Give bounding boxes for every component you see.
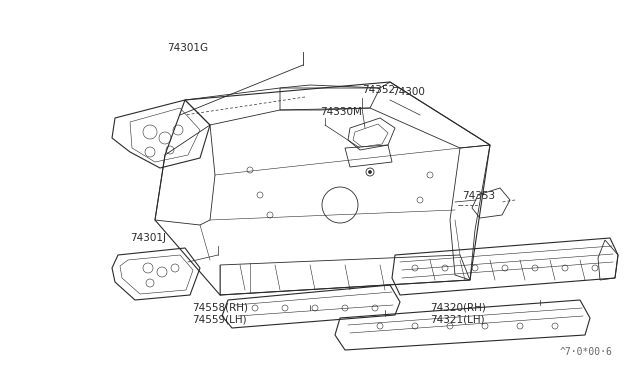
Text: 74301J: 74301J <box>130 233 166 243</box>
Text: 74321(LH): 74321(LH) <box>430 315 484 325</box>
Text: 74301G: 74301G <box>167 43 208 53</box>
Text: 74300: 74300 <box>392 87 425 97</box>
Text: 74320(RH): 74320(RH) <box>430 302 486 312</box>
Circle shape <box>369 170 371 173</box>
Text: 74559(LH): 74559(LH) <box>192 315 246 325</box>
Text: 74352: 74352 <box>362 85 395 95</box>
Text: 74353: 74353 <box>462 191 495 201</box>
Text: 74330M: 74330M <box>320 107 362 117</box>
Text: ^7·0*00·6: ^7·0*00·6 <box>560 347 613 357</box>
Text: 74558(RH): 74558(RH) <box>192 302 248 312</box>
